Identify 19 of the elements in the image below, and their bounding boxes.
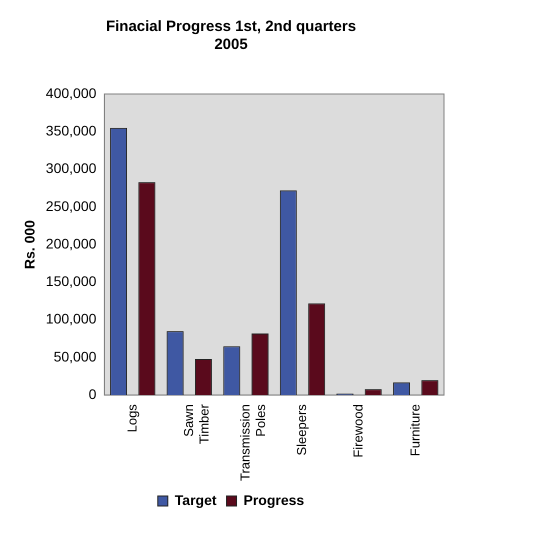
y-tick-label: 400,000: [46, 84, 97, 101]
y-tick-label: 150,000: [46, 273, 97, 290]
y-tick-label: 50,000: [54, 348, 97, 364]
y-tick-label: 300,000: [46, 160, 97, 176]
legend-label: Target: [174, 492, 217, 508]
x-tick-label: Sleepers: [294, 404, 310, 456]
chart-title: Finacial Progress 1st, 2nd quarters 2005: [106, 18, 356, 54]
y-tick-label: 200,000: [46, 235, 97, 252]
x-tick-label: Logs: [124, 404, 140, 432]
y-tick-label: 0: [88, 386, 97, 402]
legend-label: Progress: [244, 492, 304, 508]
y-tick-label: 100,000: [46, 310, 97, 327]
x-tick-label: Sawn Timber: [180, 404, 212, 444]
x-tick-label: Firewood: [350, 404, 366, 458]
y-tick-label: 350,000: [46, 122, 97, 139]
x-tick-label: Furniture: [407, 404, 422, 456]
y-axis-title: Rs. 000: [21, 220, 38, 270]
x-tick-label: Transmission Poles: [237, 404, 268, 482]
y-tick-label: 250,000: [46, 198, 97, 214]
